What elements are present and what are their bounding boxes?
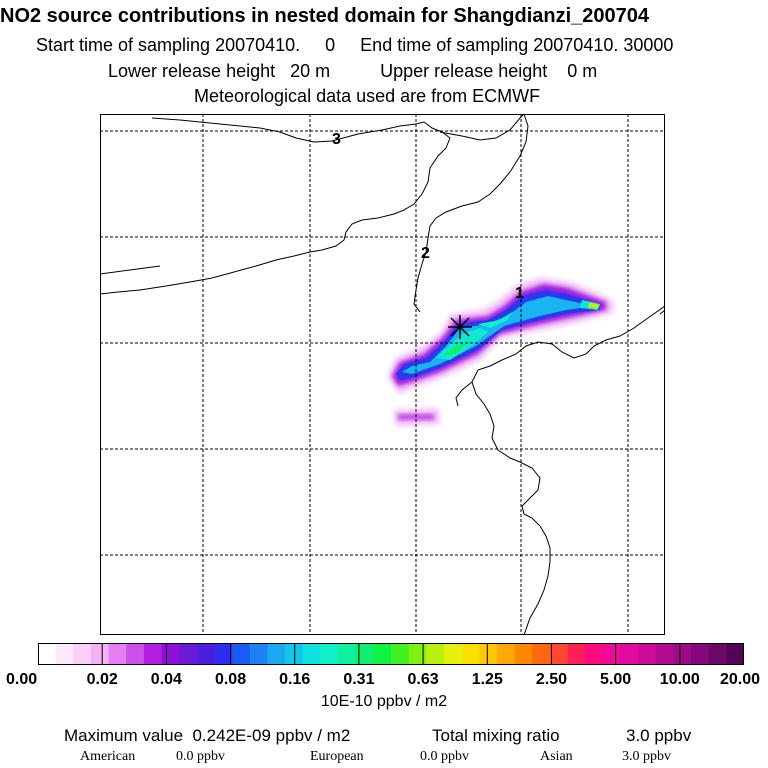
colorbar-cell — [214, 643, 233, 665]
colorbar-cell — [196, 643, 216, 665]
colorbar-cell — [567, 643, 586, 665]
colorbar-cell — [496, 643, 516, 665]
colorbar-cell — [708, 643, 727, 665]
colorbar-cell — [532, 643, 551, 665]
colorbar-cell — [602, 643, 622, 665]
region-european-value: 0.0 ppbv — [420, 749, 469, 764]
colorbar-cell — [514, 643, 533, 665]
release-height-subtitle: Lower release height 20 m Upper release … — [108, 61, 598, 81]
colorbar-cell — [179, 643, 198, 665]
colorbar-cell — [126, 643, 145, 665]
colorbar-cell — [408, 643, 427, 665]
colorbar-cell — [38, 643, 57, 665]
colorbar-cell — [443, 643, 463, 665]
colorbar-cell — [638, 643, 657, 665]
maximum-value: Maximum value 0.242E-09 ppbv / m2 — [64, 726, 351, 745]
station-marker-icon — [448, 315, 472, 339]
region-asian-label: Asian — [540, 749, 573, 764]
colorbar-tick-label: 0.16 — [279, 671, 311, 688]
colorbar-cell — [302, 643, 321, 665]
region-american-label: American — [80, 749, 136, 764]
colorbar-tick-label: 1.25 — [471, 671, 503, 688]
region-american-value: 0.0 ppbv — [176, 749, 225, 764]
region-label-3: 3 — [332, 131, 341, 148]
total-mixing-ratio-label: Total mixing ratio — [432, 726, 560, 745]
colorbar-cell — [549, 643, 569, 665]
colorbar-cell — [232, 643, 251, 665]
coastlines — [100, 114, 665, 635]
region-european-label: European — [310, 749, 364, 764]
colorbar-cell — [691, 643, 710, 665]
colorbar-tick-label: 0.08 — [214, 671, 247, 688]
region-label-1: 1 — [515, 285, 524, 302]
colorbar-cell — [267, 643, 286, 665]
colorbar-tick-label: 0.04 — [150, 671, 182, 688]
concentration-plume — [388, 278, 614, 426]
colorbar-cell — [355, 643, 374, 665]
colorbar — [38, 643, 744, 665]
colorbar-cell — [73, 643, 92, 665]
colorbar-cell — [726, 643, 744, 665]
colorbar-cell — [655, 643, 674, 665]
colorbar-cell — [143, 643, 163, 665]
colorbar-cell — [426, 643, 445, 665]
colorbar-cell — [373, 643, 392, 665]
colorbar-cell — [90, 643, 110, 665]
colorbar-cell — [620, 643, 639, 665]
colorbar-tick-label: 10.00 — [659, 671, 700, 688]
colorbar-tick-label: 5.00 — [600, 671, 632, 688]
colorbar-cell — [161, 643, 180, 665]
total-mixing-ratio-value: 3.0 ppbv — [626, 726, 692, 745]
colorbar-cell — [108, 643, 127, 665]
colorbar-tick-label: 2.50 — [535, 671, 568, 688]
colorbar-tick-label: 0.63 — [407, 671, 439, 688]
colorbar-cell — [391, 643, 410, 665]
met-data-subtitle: Meteorological data used are from ECMWF — [194, 86, 541, 106]
colorbar-cell — [479, 643, 498, 665]
colorbar-cell — [320, 643, 339, 665]
map-title: NO2 source contributions in nested domai… — [0, 5, 650, 27]
colorbar-tick-label: 0.02 — [86, 671, 118, 688]
colorbar-unit: 10E-10 ppbv / m2 — [320, 693, 448, 710]
colorbar-tick-label: 0.00 — [6, 671, 38, 688]
map-panel: 3 2 1 — [100, 114, 665, 635]
colorbar-tick-label: 20.00 — [719, 671, 760, 688]
colorbar-cell — [585, 643, 604, 665]
region-asian-value: 3.0 ppbv — [622, 749, 671, 764]
colorbar-cell — [461, 643, 480, 665]
colorbar-tick-label: 0.31 — [343, 671, 375, 688]
colorbar-cell — [55, 643, 74, 665]
colorbar-cell — [673, 643, 692, 665]
sampling-time-subtitle: Start time of sampling 20070410. 0 End t… — [36, 35, 674, 55]
colorbar-cell — [338, 643, 357, 665]
region-label-2: 2 — [421, 245, 430, 262]
lat-lon-grid — [100, 114, 665, 635]
colorbar-cell — [249, 643, 269, 665]
